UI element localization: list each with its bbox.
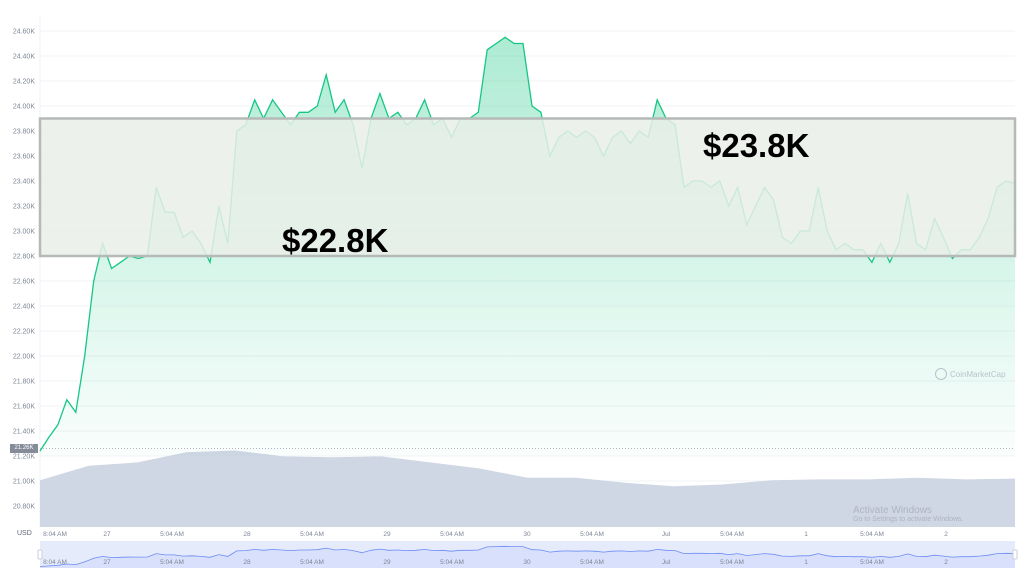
- highlight-box: [38, 117, 1017, 258]
- navigator-tick-label: Jul: [662, 559, 671, 566]
- x-tick-label: 8:04 AM: [43, 531, 67, 538]
- y-tick-label: 22.40K: [13, 304, 36, 311]
- y-tick-label: 24.20K: [13, 79, 36, 86]
- activate-windows-overlay: Activate Windows Go to Settings to activ…: [853, 505, 964, 523]
- y-tick-label: 23.80K: [13, 129, 36, 136]
- current-price-badge: 21.26K: [10, 444, 38, 453]
- y-tick-label: 23.20K: [13, 204, 36, 211]
- x-tick-label: 1: [804, 531, 808, 538]
- navigator-tick-label: 28: [243, 559, 251, 566]
- y-tick-label: 23.60K: [13, 154, 36, 161]
- annotation-low: $22.8K: [282, 222, 389, 259]
- annotation-high: $23.8K: [703, 127, 810, 164]
- activate-title: Activate Windows: [853, 505, 932, 516]
- x-tick-label: Jul: [662, 531, 671, 538]
- coinmarketcap-logo-icon: [935, 368, 947, 380]
- y-tick-label: 22.80K: [13, 254, 36, 261]
- navigator-handle[interactable]: [1012, 549, 1018, 560]
- watermark-text: CoinMarketCap: [950, 369, 1006, 379]
- navigator-tick-label: 5:04 AM: [720, 559, 744, 566]
- navigator-line: [39, 545, 1016, 567]
- navigator-handle[interactable]: [37, 549, 43, 560]
- y-tick-label: 22.60K: [13, 279, 36, 286]
- x-tick-label: 5:04 AM: [300, 531, 324, 538]
- x-tick-label: 5:04 AM: [160, 531, 184, 538]
- y-tick-label: 21.00K: [13, 479, 36, 486]
- y-tick-label: 24.40K: [13, 54, 36, 61]
- y-tick-label: 23.40K: [13, 179, 36, 186]
- navigator-tick-label: 5:04 AM: [160, 559, 184, 566]
- navigator-tick-label: 29: [383, 559, 391, 566]
- x-tick-label: 27: [103, 531, 111, 538]
- y-tick-label: 22.00K: [13, 354, 36, 361]
- navigator-tick-label: 5:04 AM: [860, 559, 884, 566]
- x-tick-label: 30: [523, 531, 531, 538]
- x-tick-label: 28: [243, 531, 251, 538]
- y-tick-label: 21.80K: [13, 379, 36, 386]
- y-tick-label: 20.80K: [13, 504, 36, 511]
- x-tick-label: 29: [383, 531, 391, 538]
- y-tick-label: 22.20K: [13, 329, 36, 336]
- y-tick-label: 24.00K: [13, 104, 36, 111]
- y-tick-label: 21.40K: [13, 429, 36, 436]
- x-tick-label: 5:04 AM: [580, 531, 604, 538]
- y-tick-label: 23.00K: [13, 229, 36, 236]
- x-tick-label: 2: [944, 531, 948, 538]
- y-tick-label: 24.60K: [13, 29, 36, 36]
- navigator-tick-label: 5:04 AM: [440, 559, 464, 566]
- navigator-tick-label: 8:04 AM: [43, 559, 67, 566]
- currency-label: USD: [17, 530, 32, 537]
- navigator-tick-label: 1: [804, 559, 808, 566]
- x-tick-label: 5:04 AM: [860, 531, 884, 538]
- navigator-area: [40, 546, 1015, 568]
- y-tick-label: 21.20K: [13, 454, 36, 461]
- navigator-tick-label: 27: [103, 559, 111, 566]
- x-tick-label: 5:04 AM: [440, 531, 464, 538]
- navigator-tick-label: 5:04 AM: [580, 559, 604, 566]
- navigator-tick-label: 5:04 AM: [300, 559, 324, 566]
- y-tick-label: 21.60K: [13, 404, 36, 411]
- x-tick-label: 5:04 AM: [720, 531, 744, 538]
- activate-subtitle: Go to Settings to activate Windows.: [853, 516, 964, 523]
- navigator-tick-label: 2: [944, 559, 948, 566]
- watermark: CoinMarketCap: [935, 368, 1006, 380]
- navigator-tick-label: 30: [523, 559, 531, 566]
- volume-area: [40, 450, 1015, 527]
